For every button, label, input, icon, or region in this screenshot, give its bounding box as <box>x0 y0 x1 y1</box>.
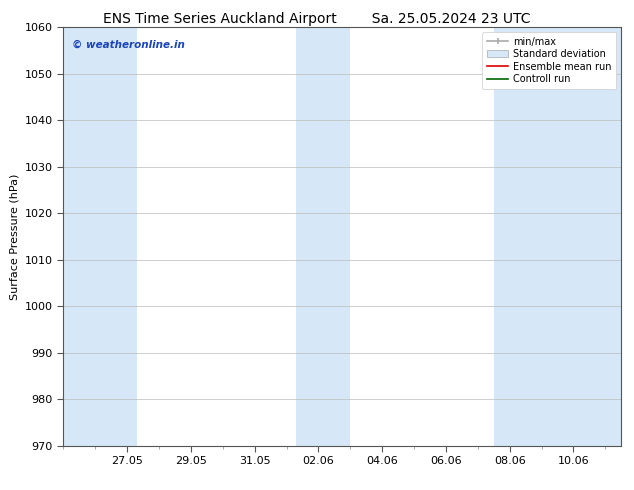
Bar <box>296 27 351 446</box>
Bar <box>494 27 621 446</box>
Legend: min/max, Standard deviation, Ensemble mean run, Controll run: min/max, Standard deviation, Ensemble me… <box>482 32 616 89</box>
Y-axis label: Surface Pressure (hPa): Surface Pressure (hPa) <box>10 173 19 299</box>
Text: ENS Time Series Auckland Airport        Sa. 25.05.2024 23 UTC: ENS Time Series Auckland Airport Sa. 25.… <box>103 12 531 26</box>
Text: © weatheronline.in: © weatheronline.in <box>72 40 184 49</box>
Bar <box>63 27 137 446</box>
